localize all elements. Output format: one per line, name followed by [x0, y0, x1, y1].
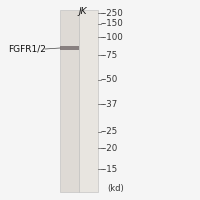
- Text: --25: --25: [101, 127, 118, 136]
- Text: --37: --37: [101, 100, 118, 109]
- Text: --100: --100: [101, 32, 124, 42]
- Text: --15: --15: [101, 164, 118, 173]
- Text: JK: JK: [79, 7, 87, 16]
- Bar: [60, 46, 79, 50]
- Text: --75: --75: [101, 50, 118, 60]
- Bar: [79, 10, 98, 192]
- Text: (kd): (kd): [107, 184, 124, 192]
- Text: --150: --150: [101, 20, 124, 28]
- Text: --250: --250: [101, 8, 124, 18]
- Bar: [60, 10, 79, 192]
- Text: --50: --50: [101, 75, 118, 84]
- Text: FGFR1/2: FGFR1/2: [8, 45, 46, 53]
- Text: --20: --20: [101, 144, 118, 153]
